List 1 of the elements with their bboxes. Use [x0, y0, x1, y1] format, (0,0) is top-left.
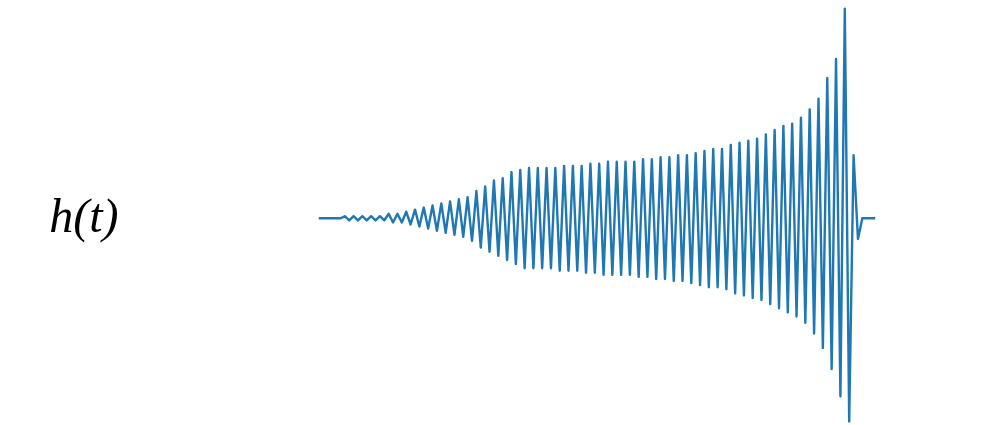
y-axis-title: h(t)	[49, 188, 119, 243]
